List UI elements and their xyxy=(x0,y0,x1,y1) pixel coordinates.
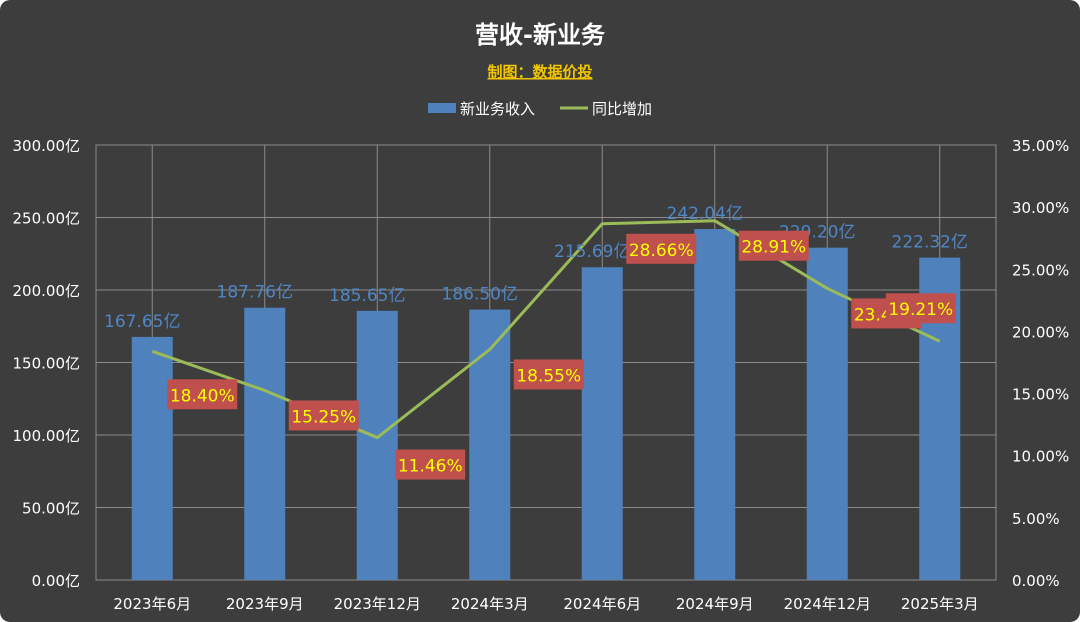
bar-value-label: 187.76亿 xyxy=(217,283,293,303)
growth-label-box xyxy=(395,449,466,480)
axes: 0.00亿 50.00亿 100.00亿 150.00亿 200.00亿 250.00亿 3… xyxy=(13,137,1070,613)
legend: 新业务收入 同比增加 xyxy=(428,100,652,118)
legend-bar-swatch xyxy=(428,103,456,113)
chart-title: 营收-新业务 xyxy=(475,21,606,49)
bar xyxy=(581,267,623,580)
bar xyxy=(806,247,848,580)
growth-value-label: 28.66% xyxy=(629,241,694,261)
y-left-tick: 250.00亿 xyxy=(13,210,81,228)
data-labels: 167.65亿 187.76亿 185.65亿 186.50亿 215.69亿 242.0… xyxy=(104,204,968,480)
x-tick: 2024年6月 xyxy=(563,595,641,613)
bar-value-label: 222.32亿 xyxy=(892,233,968,253)
bar-value-label: 186.50亿 xyxy=(442,285,518,305)
legend-line-label: 同比增加 xyxy=(592,100,652,118)
growth-line-layer xyxy=(151,219,941,440)
y-left-tick: 100.00亿 xyxy=(13,427,81,445)
y-right-tick: 0.00% xyxy=(1012,572,1060,590)
y-left-tick: 50.00亿 xyxy=(22,500,80,518)
bar-value-label: 167.65亿 xyxy=(104,312,180,332)
growth-label-box xyxy=(626,233,697,264)
x-tick: 2023年6月 xyxy=(113,595,191,613)
growth-value-label: 19.21% xyxy=(888,300,953,320)
bar-value-label: 242.04亿 xyxy=(667,204,743,224)
bar xyxy=(694,229,736,581)
bar-value-label: 215.69亿 xyxy=(554,242,630,262)
y-left-tick: 200.00亿 xyxy=(13,282,81,300)
chart-subtitle: 制图：数据价投 xyxy=(487,63,592,81)
growth-label-box xyxy=(288,400,359,431)
y-left-tick: 300.00亿 xyxy=(13,137,81,155)
x-tick: 2023年9月 xyxy=(226,595,304,613)
y-right-tick: 20.00% xyxy=(1012,323,1069,341)
x-tick: 2024年3月 xyxy=(451,595,529,613)
growth-value-label: 28.91% xyxy=(741,238,806,258)
growth-label-box xyxy=(885,293,956,324)
x-tick: 2025年3月 xyxy=(901,595,979,613)
x-tick: 2023年12月 xyxy=(334,595,421,613)
bar-value-label: 185.65亿 xyxy=(329,286,405,306)
y-right-tick: 10.00% xyxy=(1012,448,1069,466)
x-tick: 2024年9月 xyxy=(676,595,754,613)
y-right-tick: 5.00% xyxy=(1012,510,1060,528)
bar xyxy=(356,310,398,580)
y-right-tick: 30.00% xyxy=(1012,199,1069,217)
growth-value-label: 11.46% xyxy=(398,457,463,477)
growth-value-label: 18.40% xyxy=(170,386,235,406)
y-right-tick: 35.00% xyxy=(1012,137,1069,155)
bar xyxy=(469,309,511,580)
bar xyxy=(244,307,286,580)
growth-line xyxy=(151,219,941,440)
legend-bar-label: 新业务收入 xyxy=(460,100,535,118)
growth-label-box xyxy=(738,230,809,261)
bar xyxy=(131,336,173,580)
growth-value-label: 15.25% xyxy=(291,407,356,427)
bars xyxy=(131,229,961,581)
y-left-tick: 0.00亿 xyxy=(32,572,80,590)
y-left-tick: 150.00亿 xyxy=(13,355,81,373)
growth-value-label: 18.55% xyxy=(516,366,581,386)
y-right-tick: 15.00% xyxy=(1012,386,1069,404)
growth-label-box xyxy=(513,359,584,390)
x-tick: 2024年12月 xyxy=(784,595,871,613)
growth-label-box xyxy=(167,379,238,410)
y-right-tick: 25.00% xyxy=(1012,261,1069,279)
